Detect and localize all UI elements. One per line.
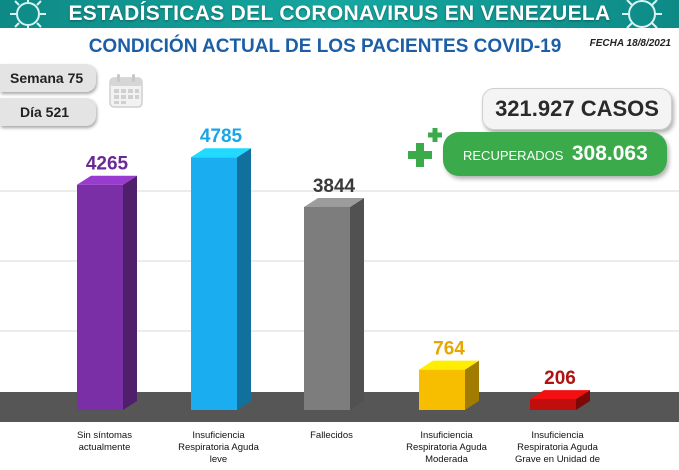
virus-icon (622, 0, 662, 28)
category-label: Insuficiencia Respiratoria Aguda leve (178, 430, 259, 465)
plus-icon (408, 143, 432, 167)
bar-front (304, 206, 350, 410)
bar-value-label: 206 (544, 368, 576, 389)
category-label: Sin síntomas actualmente (77, 430, 132, 453)
report-date: FECHA 18/8/2021 (589, 38, 671, 49)
recovered-label: RECUPERADOS (463, 148, 564, 163)
bar-front (191, 157, 237, 410)
bar-top (191, 148, 251, 158)
bar (419, 360, 479, 410)
bar-front (419, 369, 465, 410)
bar-side (465, 360, 479, 410)
page-subtitle: CONDICIÓN ACTUAL DE LOS PACIENTES COVID-… (88, 36, 562, 57)
bar-side (576, 390, 590, 410)
category-label: Insuficiencia Respiratoria Aguda Moderad… (406, 430, 487, 465)
bar-top (419, 360, 479, 370)
bar (530, 390, 590, 410)
plus-icon (428, 128, 442, 142)
bar-value-label: 4265 (86, 154, 129, 175)
bar-front (530, 399, 576, 410)
banner-title: ESTADÍSTICAS DEL CORONAVIRUS EN VENEZUEL… (68, 2, 611, 25)
grid-line (0, 190, 679, 192)
bar-side (350, 197, 364, 410)
bar-value-label: 764 (433, 339, 465, 360)
virus-icon (10, 0, 46, 28)
bar-value-label: 3844 (313, 176, 356, 197)
bar-top (530, 390, 590, 400)
category-label: Fallecidos (310, 430, 353, 441)
chart-bars: 4265 4785 3844 764 206 (77, 126, 590, 410)
title-banner: ESTADÍSTICAS DEL CORONAVIRUS EN VENEZUEL… (0, 0, 679, 28)
recovered-box: RECUPERADOS 308.063 (443, 132, 667, 176)
bar-top (77, 175, 137, 185)
calendar-icon (109, 74, 143, 108)
bar-front (77, 184, 123, 410)
bar-top (304, 197, 364, 207)
bar-side (237, 148, 251, 410)
bar (304, 197, 364, 410)
bar-value-label: 4785 (200, 126, 243, 147)
total-cases-box: 321.927 CASOS (482, 88, 672, 130)
week-badge: Semana 75 (0, 64, 96, 92)
bar (191, 148, 251, 410)
bar (77, 175, 137, 410)
bar-side (123, 175, 137, 410)
category-label: Insuficiencia Respiratoria Aguda Grave e… (514, 430, 601, 465)
recovered-value: 308.063 (571, 142, 648, 165)
day-badge: Día 521 (0, 98, 96, 126)
